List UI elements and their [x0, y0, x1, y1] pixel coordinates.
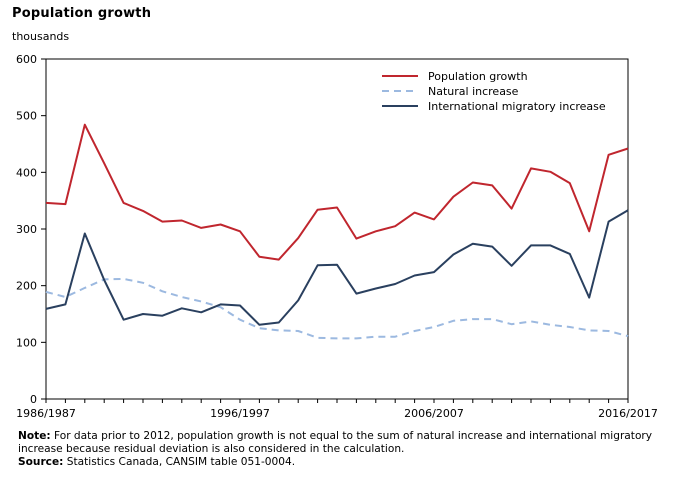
- chart-legend: Population growth Natural increase Interna…: [382, 70, 606, 113]
- x-tick-label: 2016/2017: [598, 407, 658, 420]
- note-label: Note:: [18, 430, 51, 442]
- note-paragraph: Note: For data prior to 2012, population…: [18, 430, 658, 456]
- chart-title: Population growth: [12, 6, 152, 21]
- x-tick-label: 1986/1987: [16, 407, 76, 420]
- chart-notes: Note: For data prior to 2012, population…: [18, 430, 658, 469]
- source-label: Source:: [18, 456, 64, 468]
- series-line-0: [45, 123, 629, 261]
- chart-axes: 0 100 200 300 400 500 600 1986/1987 1996/1997 200…: [16, 53, 658, 420]
- x-tick-label: 2006/2007: [404, 407, 464, 420]
- chart-subtitle: thousands: [12, 30, 70, 43]
- y-tick-label: 600: [16, 53, 37, 66]
- legend-label: Population growth: [428, 70, 528, 83]
- y-tick-label: 0: [30, 393, 37, 406]
- series-line-2: [45, 209, 629, 326]
- y-tick-label: 500: [16, 110, 37, 123]
- y-tick-label: 200: [16, 280, 37, 293]
- x-tick-label: 1996/1997: [210, 407, 270, 420]
- legend-label: International migratory increase: [428, 100, 606, 113]
- series-layer: [45, 123, 629, 340]
- line-chart: 0 100 200 300 400 500 600 1986/1987 1996/1997 200…: [16, 53, 658, 420]
- source-paragraph: Source: Statistics Canada, CANSIM table …: [18, 456, 658, 469]
- y-tick-label: 400: [16, 166, 37, 179]
- note-text: For data prior to 2012, population growt…: [18, 430, 653, 455]
- source-text: Statistics Canada, CANSIM table 051-0004…: [63, 456, 296, 468]
- y-tick-label: 100: [16, 336, 37, 349]
- series-line-1: [45, 277, 629, 340]
- legend-label: Natural increase: [428, 85, 519, 98]
- y-tick-label: 300: [16, 223, 37, 236]
